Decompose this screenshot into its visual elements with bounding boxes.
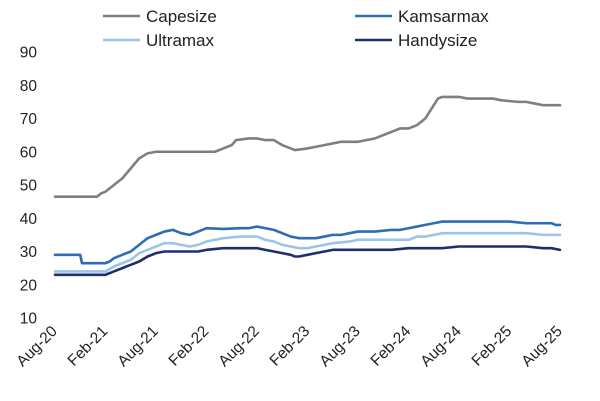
legend-label-ultramax: Ultramax <box>146 31 215 50</box>
series-line-ultramax <box>53 231 562 273</box>
x-tick-label: Aug-22 <box>215 323 262 370</box>
y-tick-label: 50 <box>20 178 38 195</box>
legend-label-handysize: Handysize <box>398 31 477 50</box>
y-tick-label: 90 <box>20 45 38 62</box>
series-line-capesize <box>53 95 562 198</box>
y-tick-label: 80 <box>20 78 38 95</box>
x-tick-label: Feb-24 <box>368 323 415 370</box>
legend: Capesize Kamsarmax Ultramax Handysize <box>103 7 489 50</box>
series-line-handysize <box>53 245 562 277</box>
x-tick-label: Aug-21 <box>114 323 161 370</box>
y-tick-label: 40 <box>20 211 38 228</box>
x-tick-label: Feb-23 <box>267 323 314 370</box>
x-tick-label: Feb-25 <box>469 323 516 370</box>
x-tick-label: Aug-25 <box>518 323 565 370</box>
y-tick-label: 70 <box>20 111 38 128</box>
x-axis: Aug-20 Feb-21 Aug-21 Feb-22 Aug-22 Feb-23 Aug-… <box>13 323 565 371</box>
y-tick-label: 30 <box>20 244 38 261</box>
x-tick-label: Aug-23 <box>316 323 363 370</box>
legend-label-kamsarmax: Kamsarmax <box>398 7 489 26</box>
x-tick-label: Aug-24 <box>417 323 465 371</box>
y-axis: 10 20 30 40 50 60 70 80 90 <box>20 45 38 328</box>
x-tick-label: Aug-20 <box>13 323 61 371</box>
series-line-kamsarmax <box>53 220 562 265</box>
y-tick-label: 10 <box>20 311 38 328</box>
x-tick-label: Feb-21 <box>65 323 112 370</box>
x-tick-label: Feb-22 <box>166 323 213 370</box>
y-tick-label: 60 <box>20 144 38 161</box>
y-tick-label: 20 <box>20 277 38 294</box>
series-group <box>53 95 562 277</box>
legend-label-capesize: Capesize <box>146 7 217 26</box>
